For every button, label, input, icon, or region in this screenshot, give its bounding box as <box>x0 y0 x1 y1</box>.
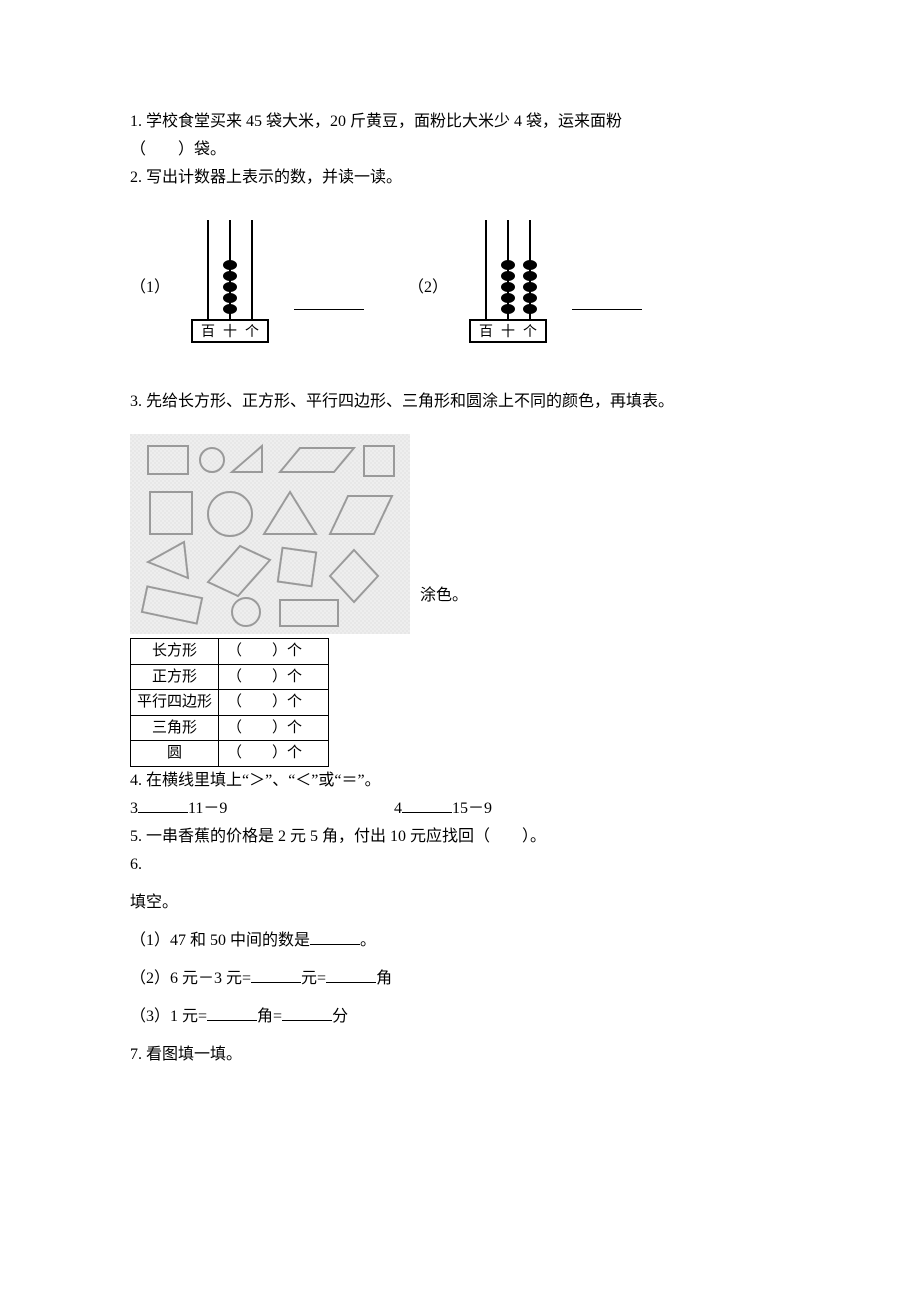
table-row: 长方形 （ ）个 <box>131 639 329 665</box>
shape-val-2[interactable]: （ ）个 <box>219 690 329 716</box>
question-3: 3. 先给长方形、正方形、平行四边形、三角形和圆涂上不同的颜色，再填表。 <box>130 390 790 414</box>
abacus-2-lbl-1: 十 <box>501 324 515 340</box>
shape-val-4[interactable]: （ ）个 <box>219 741 329 767</box>
q2-text: 写出计数器上表示的数，并读一读。 <box>146 169 402 186</box>
question-2: 2. 写出计数器上表示的数，并读一读。 <box>130 166 790 190</box>
q6-sub-2: （2）6 元－3 元= 元= 角 <box>130 967 790 991</box>
q4a-left: 3 <box>130 800 138 817</box>
q6-heading: 填空。 <box>130 891 790 915</box>
table-row: 正方形 （ ）个 <box>131 664 329 690</box>
q5-label: 5. <box>130 828 142 845</box>
question-4-items: 3 11－9 4 15－9 <box>130 797 790 821</box>
table-row: 三角形 （ ）个 <box>131 715 329 741</box>
question-4: 4. 在横线里填上“＞”、“＜”或“＝”。 <box>130 769 790 793</box>
shape-val-3[interactable]: （ ）个 <box>219 715 329 741</box>
abacus-item-1: （1） 百 十 个 <box>130 220 368 350</box>
q6-label: 6. <box>130 856 142 873</box>
q4-item-b: 4 15－9 <box>394 800 492 817</box>
q7-text: 看图填一填。 <box>146 1046 242 1063</box>
q6-sub2-blank2[interactable] <box>326 969 376 983</box>
q4b-left: 4 <box>394 800 402 817</box>
q1-text-b: （ ）袋。 <box>130 141 226 158</box>
q2-label: 2. <box>130 169 142 186</box>
shape-val-0[interactable]: （ ）个 <box>219 639 329 665</box>
question-1: 1. 学校食堂买来 45 袋大米，20 斤黄豆，面粉比大米少 4 袋，运来面粉 <box>130 110 790 134</box>
abacus-item-2: （2） 百 十 个 <box>408 220 646 350</box>
q6-sub1-tail: 。 <box>360 932 376 949</box>
q6-sub-1: （1）47 和 50 中间的数是 。 <box>130 929 790 953</box>
q6-sub3-pre: （3）1 元= <box>130 1008 207 1025</box>
worksheet-page: 1. 学校食堂买来 45 袋大米，20 斤黄豆，面粉比大米少 4 袋，运来面粉 … <box>0 0 920 1131</box>
q4a-blank[interactable] <box>138 799 188 813</box>
abacus-1-number: （1） <box>130 276 170 350</box>
q6-sub3-blank2[interactable] <box>282 1007 332 1021</box>
shape-name-2: 平行四边形 <box>131 690 219 716</box>
question-6: 6. <box>130 853 790 877</box>
question-1-line2: （ ）袋。 <box>130 138 790 162</box>
q6-sub3-mid0: 角= <box>257 1008 282 1025</box>
abacus-row: （1） 百 十 个 （2） <box>130 220 790 350</box>
shape-val-1[interactable]: （ ）个 <box>219 664 329 690</box>
abacus-1-lbl-1: 十 <box>223 324 237 340</box>
shapes-svg <box>130 434 410 634</box>
shape-name-1: 正方形 <box>131 664 219 690</box>
q3-text: 先给长方形、正方形、平行四边形、三角形和圆涂上不同的颜色，再填表。 <box>146 393 674 410</box>
shape-count-table: 长方形 （ ）个 正方形 （ ）个 平行四边形 （ ）个 三角形 （ ）个 圆 … <box>130 638 329 767</box>
q1-label: 1. <box>130 113 142 130</box>
q3-label: 3. <box>130 393 142 410</box>
q6-sub3-blank1[interactable] <box>207 1007 257 1021</box>
abacus-1-lbl-2: 个 <box>245 324 259 340</box>
shape-name-4: 圆 <box>131 741 219 767</box>
abacus-2-lbl-2: 个 <box>523 324 537 340</box>
question-7: 7. 看图填一填。 <box>130 1043 790 1067</box>
abacus-2-number: （2） <box>408 276 448 350</box>
q7-label: 7. <box>130 1046 142 1063</box>
q4-item-a: 3 11－9 <box>130 797 390 821</box>
q6-sub-3: （3）1 元= 角= 分 <box>130 1005 790 1029</box>
q6-sub2-blank1[interactable] <box>251 969 301 983</box>
q6-sub3-mid1: 分 <box>332 1008 348 1025</box>
q4b-blank[interactable] <box>402 799 452 813</box>
q6-sub2-pre: （2）6 元－3 元= <box>130 970 251 987</box>
q5-text: 一串香蕉的价格是 2 元 5 角，付出 10 元应找回（ ）。 <box>146 828 546 845</box>
shapes-caption: 涂色。 <box>420 587 468 604</box>
q6-sub2-mid0: 元= <box>301 970 326 987</box>
q4a-right: 11－9 <box>188 800 227 817</box>
abacus-1-svg: 百 十 个 <box>180 220 280 350</box>
abacus-2-answer-blank[interactable] <box>572 296 642 310</box>
shape-name-3: 三角形 <box>131 715 219 741</box>
q4b-right: 15－9 <box>452 800 492 817</box>
question-5: 5. 一串香蕉的价格是 2 元 5 角，付出 10 元应找回（ ）。 <box>130 825 790 849</box>
q6-sub1-blank[interactable] <box>310 931 360 945</box>
table-row: 圆 （ ）个 <box>131 741 329 767</box>
q4-label: 4. <box>130 772 142 789</box>
q6-sub1-pre: （1）47 和 50 中间的数是 <box>130 932 310 949</box>
q6-sub2-mid1: 角 <box>376 970 392 987</box>
q4-text: 在横线里填上“＞”、“＜”或“＝”。 <box>146 772 381 789</box>
abacus-2-svg: 百 十 个 <box>458 220 558 350</box>
abacus-1-lbl-0: 百 <box>201 324 215 340</box>
table-row: 平行四边形 （ ）个 <box>131 690 329 716</box>
abacus-2-lbl-0: 百 <box>479 324 493 340</box>
shapes-figure <box>130 434 410 634</box>
q1-text-a: 学校食堂买来 45 袋大米，20 斤黄豆，面粉比大米少 4 袋，运来面粉 <box>146 113 622 130</box>
shape-name-0: 长方形 <box>131 639 219 665</box>
abacus-1-answer-blank[interactable] <box>294 296 364 310</box>
